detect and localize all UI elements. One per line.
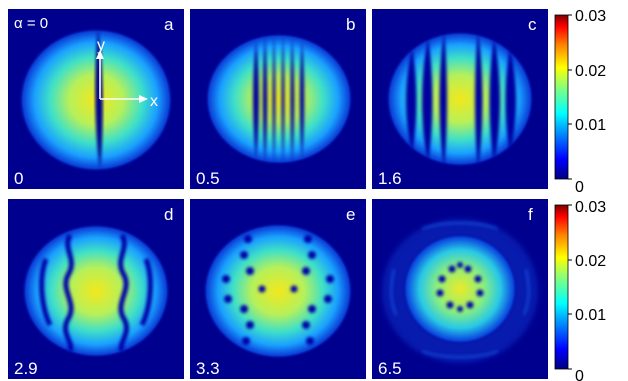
panel-letter: e [346, 205, 355, 224]
panel-letter: b [346, 15, 355, 34]
panel-letter: c [528, 15, 537, 34]
colorbar-tick-label: 0 [575, 179, 584, 196]
colorbar-scale [554, 204, 569, 370]
colorbar-top: 0.03 0.02 0.01 0 [554, 8, 606, 196]
colorbar-tick-label: 0.03 [575, 199, 606, 216]
alpha-label: α = 0 [14, 15, 48, 32]
panel-letter: a [164, 15, 174, 34]
time-label: 0.5 [196, 169, 220, 188]
bent-solitons [406, 33, 516, 167]
condensate-cloud [402, 233, 518, 345]
panel-b: b 0.5 [190, 9, 366, 189]
y-axis-label: y [97, 37, 105, 54]
panel-letter: d [164, 205, 173, 224]
coordinate-axes [96, 50, 148, 103]
time-label: 6.5 [378, 359, 402, 378]
soliton-train [253, 35, 305, 165]
panel-a: y x α = 0 a 0 [8, 9, 184, 189]
colorbar-tick-label: 0.01 [575, 307, 606, 324]
colorbar-tick-label: 0.02 [575, 253, 606, 270]
time-label: 3.3 [196, 359, 220, 378]
panel-c: c 1.6 [372, 9, 548, 189]
vortex-ring [436, 262, 484, 312]
time-label: 0 [14, 169, 23, 188]
colorbar-tick-label: 0.01 [575, 117, 606, 134]
panel-d: d 2.9 [8, 199, 184, 379]
condensate-cloud [205, 33, 353, 165]
ripples [390, 222, 530, 358]
condensate-cloud [22, 224, 170, 358]
panel-letter: f [528, 205, 533, 224]
dark-soliton [95, 29, 103, 169]
snaking-solitons [39, 233, 153, 353]
condensate-cloud [203, 223, 353, 359]
colorbar-tick-label: 0.03 [575, 8, 606, 25]
colorbar-bottom: 0.03 0.02 0.01 0 [554, 199, 606, 381]
vortex-chains [222, 235, 334, 345]
time-label: 1.6 [378, 169, 402, 188]
panel-f: f 6.5 [372, 199, 548, 379]
colorbar-scale [554, 14, 569, 180]
colorbar-tick-label: 0 [575, 368, 584, 381]
panel-e: e 3.3 [190, 199, 366, 379]
colorbar-tick-label: 0.02 [575, 63, 606, 80]
x-axis-label: x [150, 93, 158, 110]
time-label: 2.9 [14, 359, 38, 378]
